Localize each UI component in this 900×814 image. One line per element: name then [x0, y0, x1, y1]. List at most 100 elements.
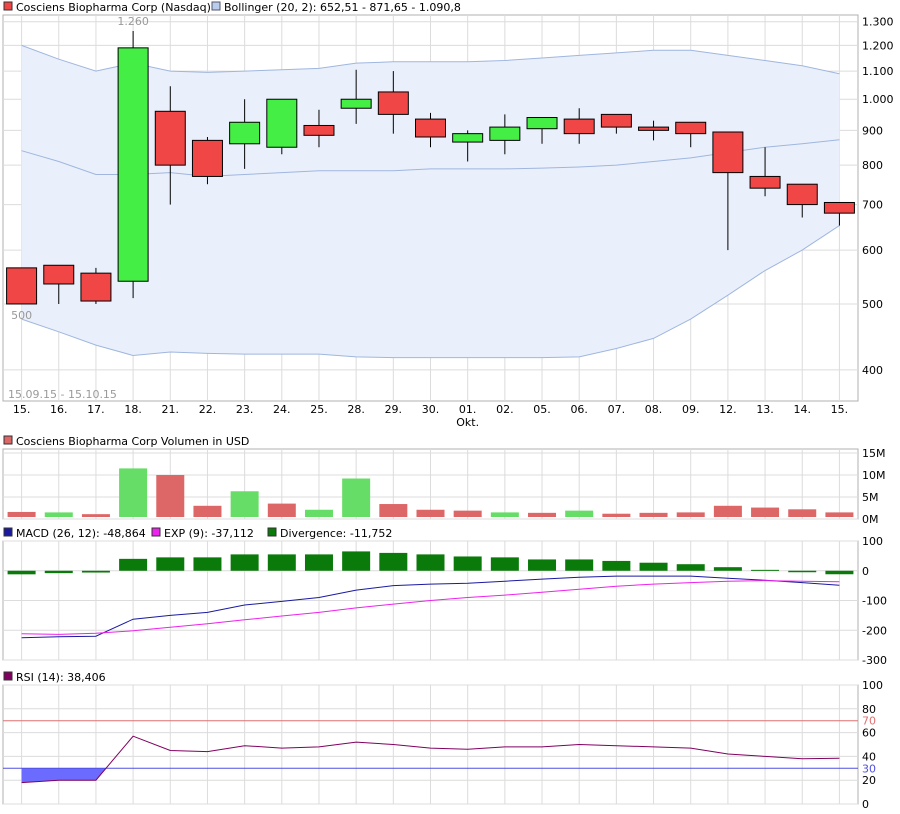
price-legend: Cosciens Biopharma Corp (Nasdaq) Bolling…: [3, 1, 461, 14]
volume-bar: [825, 512, 854, 517]
x-tick-label: 07.: [608, 403, 626, 416]
volume-bar: [119, 468, 148, 517]
candle: [638, 120, 670, 141]
bollinger-middle-line: [21, 139, 840, 177]
candle: [154, 86, 186, 205]
bollinger-upper-line: [21, 44, 840, 75]
candle: [563, 108, 595, 144]
candle: [786, 183, 818, 218]
divergence-bar: [416, 554, 445, 571]
divergence-bar: [156, 557, 185, 571]
y-tick-label: 700: [862, 199, 883, 212]
divergence-bar: [751, 569, 780, 571]
divergence-bar: [267, 554, 296, 571]
volume-bar: [639, 512, 668, 517]
y-tick-label: 1.100: [862, 65, 894, 78]
x-tick-label: 05.: [533, 403, 551, 416]
divergence-bar: [230, 554, 259, 571]
x-tick-label: 29.: [385, 403, 403, 416]
candle-body: [526, 117, 558, 130]
volume-bar: [751, 507, 780, 517]
y-tick-label: 1.000: [862, 93, 894, 106]
candle: [6, 267, 38, 305]
volume-bar: [193, 505, 222, 517]
rsi-legend-label: RSI (14): 38,406: [16, 671, 106, 684]
macd-legend: MACD (26, 12): -48,864 EXP (9): -37,112 …: [3, 527, 392, 540]
rsi-level-label: 70: [862, 715, 876, 728]
candle-body: [823, 201, 855, 214]
volume-bar: [713, 505, 742, 517]
month-label: Okt.: [456, 416, 479, 429]
bollinger-legend-swatch: [211, 1, 221, 11]
candle-body: [489, 126, 521, 141]
price-panel: 400 500 600 700 800 900 1.000 1.100 1.200 1.300 1…: [2, 14, 894, 429]
y-tick-label: 80: [862, 703, 876, 716]
y-tick-label: 20: [862, 774, 876, 787]
divergence-bar: [713, 567, 742, 571]
volume-legend-label: Cosciens Biopharma Corp Volumen in USD: [16, 435, 249, 448]
y-tick-label: 60: [862, 727, 876, 740]
candle: [823, 201, 855, 226]
candle-body: [749, 175, 781, 189]
y-tick-label: 0: [862, 565, 869, 578]
volume-legend-swatch: [3, 435, 13, 445]
volume-bar: [267, 503, 296, 517]
x-tick-label: 21.: [162, 403, 180, 416]
divergence-bar: [81, 570, 110, 573]
exp-legend-swatch: [151, 527, 161, 537]
divergence-bar: [379, 552, 408, 571]
x-tick-label: 01.: [459, 403, 477, 416]
candle: [117, 30, 149, 299]
divergence-bar: [119, 558, 148, 571]
y-tick-label: -100: [862, 595, 887, 608]
y-tick-label: 600: [862, 244, 883, 257]
divergence-bar: [193, 557, 222, 571]
candle: [229, 99, 261, 169]
candle-body: [6, 267, 38, 305]
divergence-bar: [528, 559, 557, 571]
divergence-legend-label: Divergence: -11,752: [280, 527, 392, 540]
x-tick-label: 17.: [87, 403, 105, 416]
volume-bar: [788, 509, 817, 517]
exp-line: [21, 580, 840, 635]
divergence-bar: [788, 570, 817, 573]
candle-body: [80, 272, 112, 302]
y-tick-label: 400: [862, 364, 883, 377]
divergence-legend-swatch: [267, 527, 277, 537]
rsi-legend-swatch: [3, 671, 13, 681]
volume-bar: [379, 504, 408, 517]
candle-body: [43, 264, 75, 285]
candle-body: [303, 124, 335, 136]
volume-bar: [490, 512, 519, 517]
y-tick-label: 500: [862, 298, 883, 311]
y-tick-label: 800: [862, 159, 883, 172]
candle-body: [563, 118, 595, 135]
volume-bar: [156, 475, 185, 517]
y-tick-label: 10M: [862, 469, 886, 482]
macd-panel: -300 -200 -100 0 100: [2, 535, 887, 667]
x-tick-label: 08.: [645, 403, 663, 416]
y-tick-label: 100: [862, 535, 883, 548]
candle: [191, 136, 223, 185]
x-tick-label: 14.: [793, 403, 811, 416]
x-tick-label: 15.: [831, 403, 849, 416]
date-range-label: 15.09.15 - 15.10.15: [8, 388, 117, 401]
x-tick-label: 18.: [124, 403, 142, 416]
y-tick-label: -200: [862, 624, 887, 637]
divergence-bar: [342, 551, 371, 571]
candle-body: [117, 47, 149, 282]
candle: [303, 109, 335, 148]
volume-panel: 0M 5M 10M 15M: [2, 447, 886, 526]
candle: [600, 113, 632, 134]
candle: [712, 131, 744, 251]
x-tick-label: 30.: [422, 403, 440, 416]
candle: [43, 264, 75, 304]
volume-legend: Cosciens Biopharma Corp Volumen in USD: [3, 435, 249, 448]
x-tick-label: 09.: [682, 403, 700, 416]
volume-bar: [676, 512, 705, 517]
divergence-bar: [490, 557, 519, 571]
candle: [340, 69, 372, 124]
volume-bar: [342, 478, 371, 517]
candle-body: [786, 183, 818, 206]
